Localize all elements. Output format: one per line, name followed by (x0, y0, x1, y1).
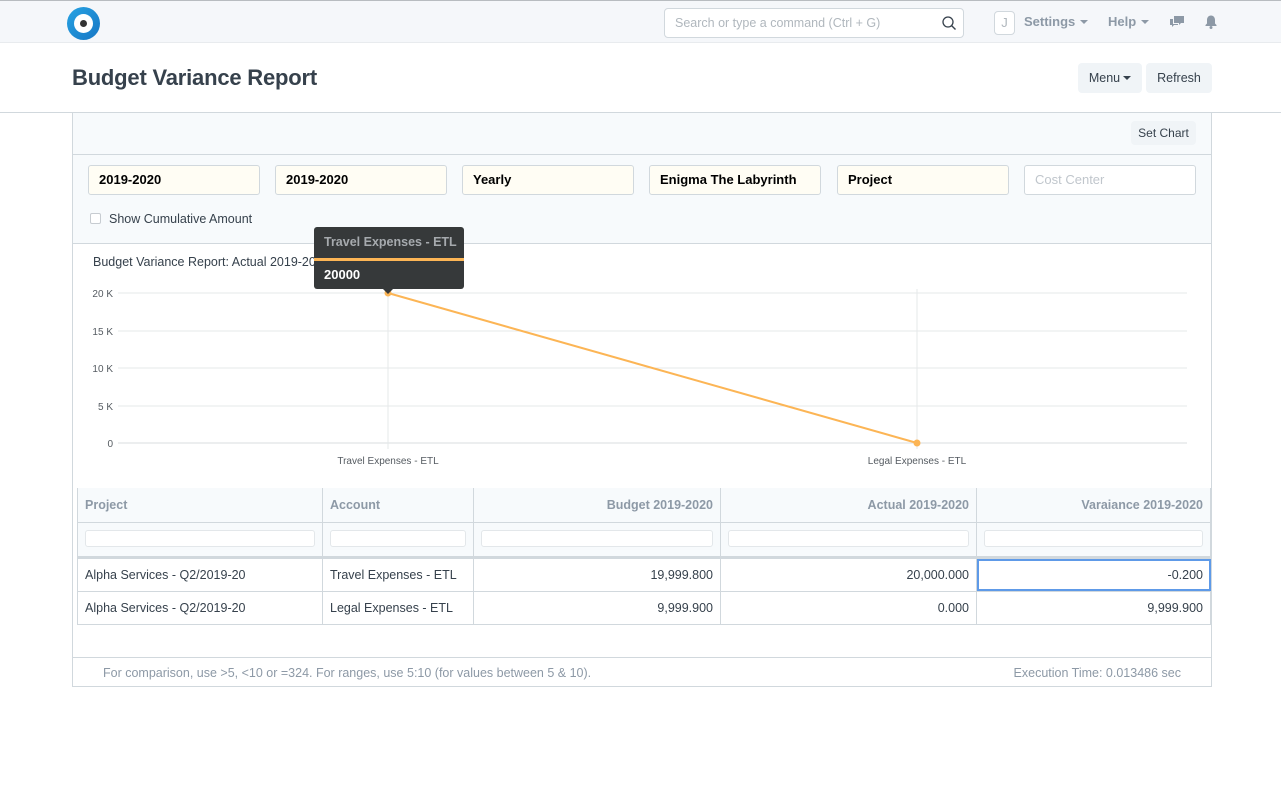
filter-area: 2019-2020 2019-2020 Yearly Enigma The La… (73, 155, 1211, 244)
page-title: Budget Variance Report (72, 65, 317, 90)
chart-tooltip: Travel Expenses - ETL 20000 (314, 227, 464, 294)
menu-label: Menu (1088, 71, 1121, 85)
variance-filter-input[interactable] (984, 530, 1203, 547)
cell-budget[interactable]: 19,999.800 (474, 559, 721, 591)
navbar: J Settings Help (0, 0, 1281, 43)
line-chart: Budget Variance Report: Actual 2019-2020… (73, 227, 1211, 489)
chat-icon[interactable] (1169, 14, 1185, 30)
show-cumulative-checkbox[interactable] (90, 213, 101, 224)
cost-center-field[interactable]: Cost Center (1024, 165, 1196, 195)
cell-actual[interactable]: 20,000.000 (721, 559, 977, 591)
bell-icon[interactable] (1203, 14, 1219, 30)
search-input[interactable] (665, 9, 925, 37)
refresh-button[interactable]: Refresh (1146, 63, 1212, 93)
chevron-down-icon (1123, 76, 1132, 80)
y-tick-10k: 10 K (92, 364, 113, 375)
tooltip-title: Travel Expenses - ETL (324, 235, 457, 249)
menu-button[interactable]: Menu (1078, 63, 1142, 93)
cell-project[interactable]: Alpha Services - Q2/2019-20 (77, 592, 323, 624)
period-select[interactable]: Yearly (462, 165, 634, 195)
show-cumulative-checkbox-row[interactable]: Show Cumulative Amount (90, 212, 252, 226)
tooltip-color-bar (314, 258, 464, 261)
x-tick-travel: Travel Expenses - ETL (337, 456, 439, 467)
chart-plot: 20 K 15 K 10 K 5 K 0 Travel Expenses - E… (92, 289, 1187, 467)
chart-toolbar: Set Chart (73, 113, 1211, 155)
column-header-variance[interactable]: Varaiance 2019-2020 (977, 488, 1211, 522)
table-filter-row (77, 523, 1211, 559)
cell-budget[interactable]: 9,999.900 (474, 592, 721, 624)
avatar[interactable]: J (994, 11, 1015, 35)
settings-dropdown[interactable]: Settings (1024, 14, 1089, 29)
company-field[interactable]: Enigma The Labyrinth (649, 165, 821, 195)
actual-filter-input[interactable] (728, 530, 969, 547)
chevron-down-icon (1141, 20, 1150, 24)
report-container: Set Chart 2019-2020 2019-2020 Yearly Eni… (72, 113, 1212, 687)
cell-project[interactable]: Alpha Services - Q2/2019-20 (77, 559, 323, 591)
table-row: Alpha Services - Q2/2019-20 Legal Expens… (77, 592, 1211, 625)
filter-help-text: For comparison, use >5, <10 or =324. For… (103, 666, 592, 680)
from-fiscal-year-field[interactable]: 2019-2020 (88, 165, 260, 195)
series-line (387, 292, 918, 444)
column-header-project[interactable]: Project (77, 488, 323, 522)
search-box[interactable] (664, 8, 964, 38)
account-filter-input[interactable] (330, 530, 466, 547)
column-header-account[interactable]: Account (323, 488, 474, 522)
app-logo[interactable] (67, 7, 100, 40)
table-row: Alpha Services - Q2/2019-20 Travel Expen… (77, 559, 1211, 592)
y-tick-0: 0 (107, 439, 113, 450)
cell-variance[interactable]: -0.200 (977, 559, 1211, 591)
column-header-budget[interactable]: Budget 2019-2020 (474, 488, 721, 522)
cell-variance[interactable]: 9,999.900 (977, 592, 1211, 624)
y-tick-5k: 5 K (98, 402, 113, 413)
settings-label: Settings (1024, 14, 1076, 29)
cell-account[interactable]: Travel Expenses - ETL (323, 559, 474, 591)
chevron-down-icon (1080, 20, 1089, 24)
project-filter-input[interactable] (85, 530, 315, 547)
report-footer: For comparison, use >5, <10 or =324. For… (73, 657, 1211, 686)
search-icon[interactable] (941, 15, 957, 31)
budget-against-select[interactable]: Project (837, 165, 1009, 195)
help-dropdown[interactable]: Help (1108, 14, 1150, 29)
tooltip-value: 20000 (324, 267, 361, 282)
show-cumulative-label: Show Cumulative Amount (109, 212, 253, 226)
execution-time: Execution Time: 0.013486 sec (1013, 666, 1181, 680)
data-point[interactable] (913, 439, 921, 447)
set-chart-button[interactable]: Set Chart (1131, 121, 1196, 145)
budget-filter-input[interactable] (481, 530, 713, 547)
to-fiscal-year-field[interactable]: 2019-2020 (275, 165, 447, 195)
report-table: Project Account Budget 2019-2020 Actual … (77, 488, 1211, 625)
help-label: Help (1108, 14, 1137, 29)
cell-account[interactable]: Legal Expenses - ETL (323, 592, 474, 624)
page-head: Budget Variance Report Menu Refresh (0, 43, 1281, 113)
column-header-actual[interactable]: Actual 2019-2020 (721, 488, 977, 522)
x-tick-legal: Legal Expenses - ETL (868, 456, 967, 467)
table-header: Project Account Budget 2019-2020 Actual … (77, 488, 1211, 523)
y-tick-20k: 20 K (92, 289, 113, 300)
cell-actual[interactable]: 0.000 (721, 592, 977, 624)
y-tick-15k: 15 K (92, 327, 113, 338)
